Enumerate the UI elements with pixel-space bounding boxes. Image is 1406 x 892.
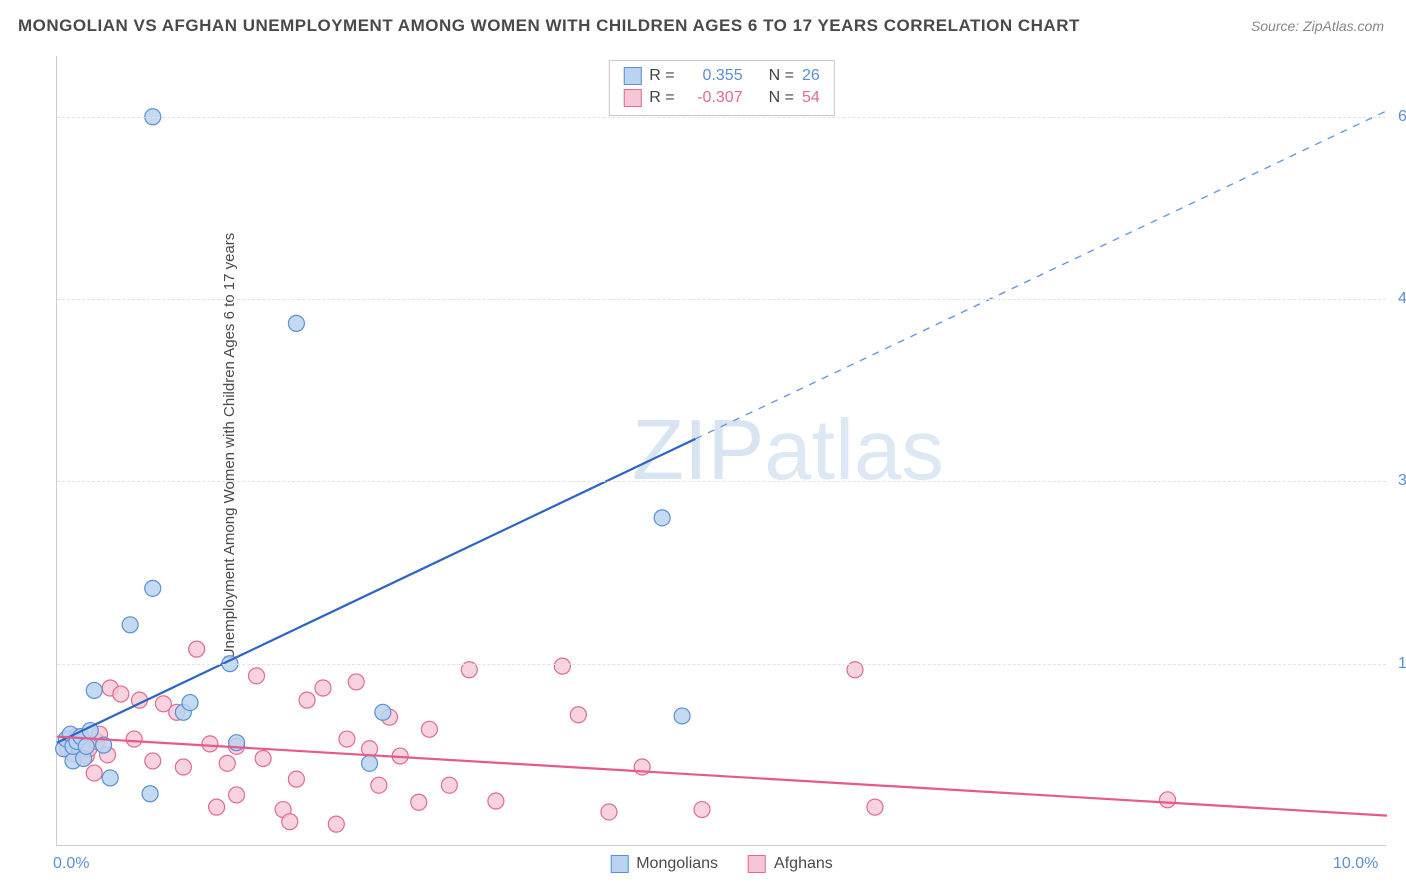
- legend-label: Afghans: [774, 855, 833, 873]
- data-point: [78, 738, 94, 754]
- gridline: [57, 481, 1386, 482]
- data-point: [255, 750, 271, 766]
- chart-plot-area: ZIPatlas R = 0.355 N = 26 R = -0.307 N =…: [56, 56, 1386, 846]
- data-point: [315, 680, 331, 696]
- data-point: [249, 668, 265, 684]
- gridline: [57, 299, 1386, 300]
- series-legend: Mongolians Afghans: [610, 855, 833, 873]
- data-point: [1160, 792, 1176, 808]
- data-point: [282, 814, 298, 830]
- data-point: [175, 759, 191, 775]
- legend-label: Mongolians: [636, 855, 718, 873]
- data-point: [421, 721, 437, 737]
- trend-line: [695, 111, 1387, 439]
- data-point: [202, 736, 218, 752]
- data-point: [182, 695, 198, 711]
- data-point: [209, 799, 225, 815]
- gridline: [57, 117, 1386, 118]
- data-point: [113, 686, 129, 702]
- trend-line: [57, 737, 1387, 816]
- legend-item-afghans: Afghans: [748, 855, 833, 873]
- data-point: [441, 777, 457, 793]
- data-point: [694, 802, 710, 818]
- data-point: [126, 731, 142, 747]
- x-tick-label: 0.0%: [53, 855, 89, 873]
- legend-item-mongolians: Mongolians: [610, 855, 718, 873]
- data-point: [601, 804, 617, 820]
- source-credit: Source: ZipAtlas.com: [1251, 18, 1384, 34]
- y-tick-label: 30.0%: [1388, 472, 1406, 490]
- data-point: [375, 704, 391, 720]
- data-point: [570, 707, 586, 723]
- data-point: [362, 755, 378, 771]
- y-tick-label: 60.0%: [1388, 108, 1406, 126]
- data-point: [86, 765, 102, 781]
- data-point: [189, 641, 205, 657]
- data-point: [488, 793, 504, 809]
- x-tick-label: 10.0%: [1333, 855, 1378, 873]
- data-point: [371, 777, 387, 793]
- data-point: [867, 799, 883, 815]
- data-point: [229, 787, 245, 803]
- data-point: [674, 708, 690, 724]
- swatch-icon: [748, 855, 766, 873]
- data-point: [288, 771, 304, 787]
- data-point: [102, 770, 118, 786]
- data-point: [348, 674, 364, 690]
- data-point: [554, 658, 570, 674]
- chart-title: MONGOLIAN VS AFGHAN UNEMPLOYMENT AMONG W…: [18, 16, 1080, 36]
- data-point: [145, 753, 161, 769]
- data-point: [122, 617, 138, 633]
- data-point: [339, 731, 355, 747]
- chart-svg: [57, 56, 1387, 846]
- data-point: [411, 794, 427, 810]
- data-point: [299, 692, 315, 708]
- data-point: [288, 315, 304, 331]
- data-point: [145, 580, 161, 596]
- data-point: [219, 755, 235, 771]
- y-tick-label: 45.0%: [1388, 290, 1406, 308]
- data-point: [654, 510, 670, 526]
- swatch-icon: [610, 855, 628, 873]
- data-point: [142, 786, 158, 802]
- y-tick-label: 15.0%: [1388, 655, 1406, 673]
- data-point: [86, 682, 102, 698]
- data-point: [328, 816, 344, 832]
- gridline: [57, 664, 1386, 665]
